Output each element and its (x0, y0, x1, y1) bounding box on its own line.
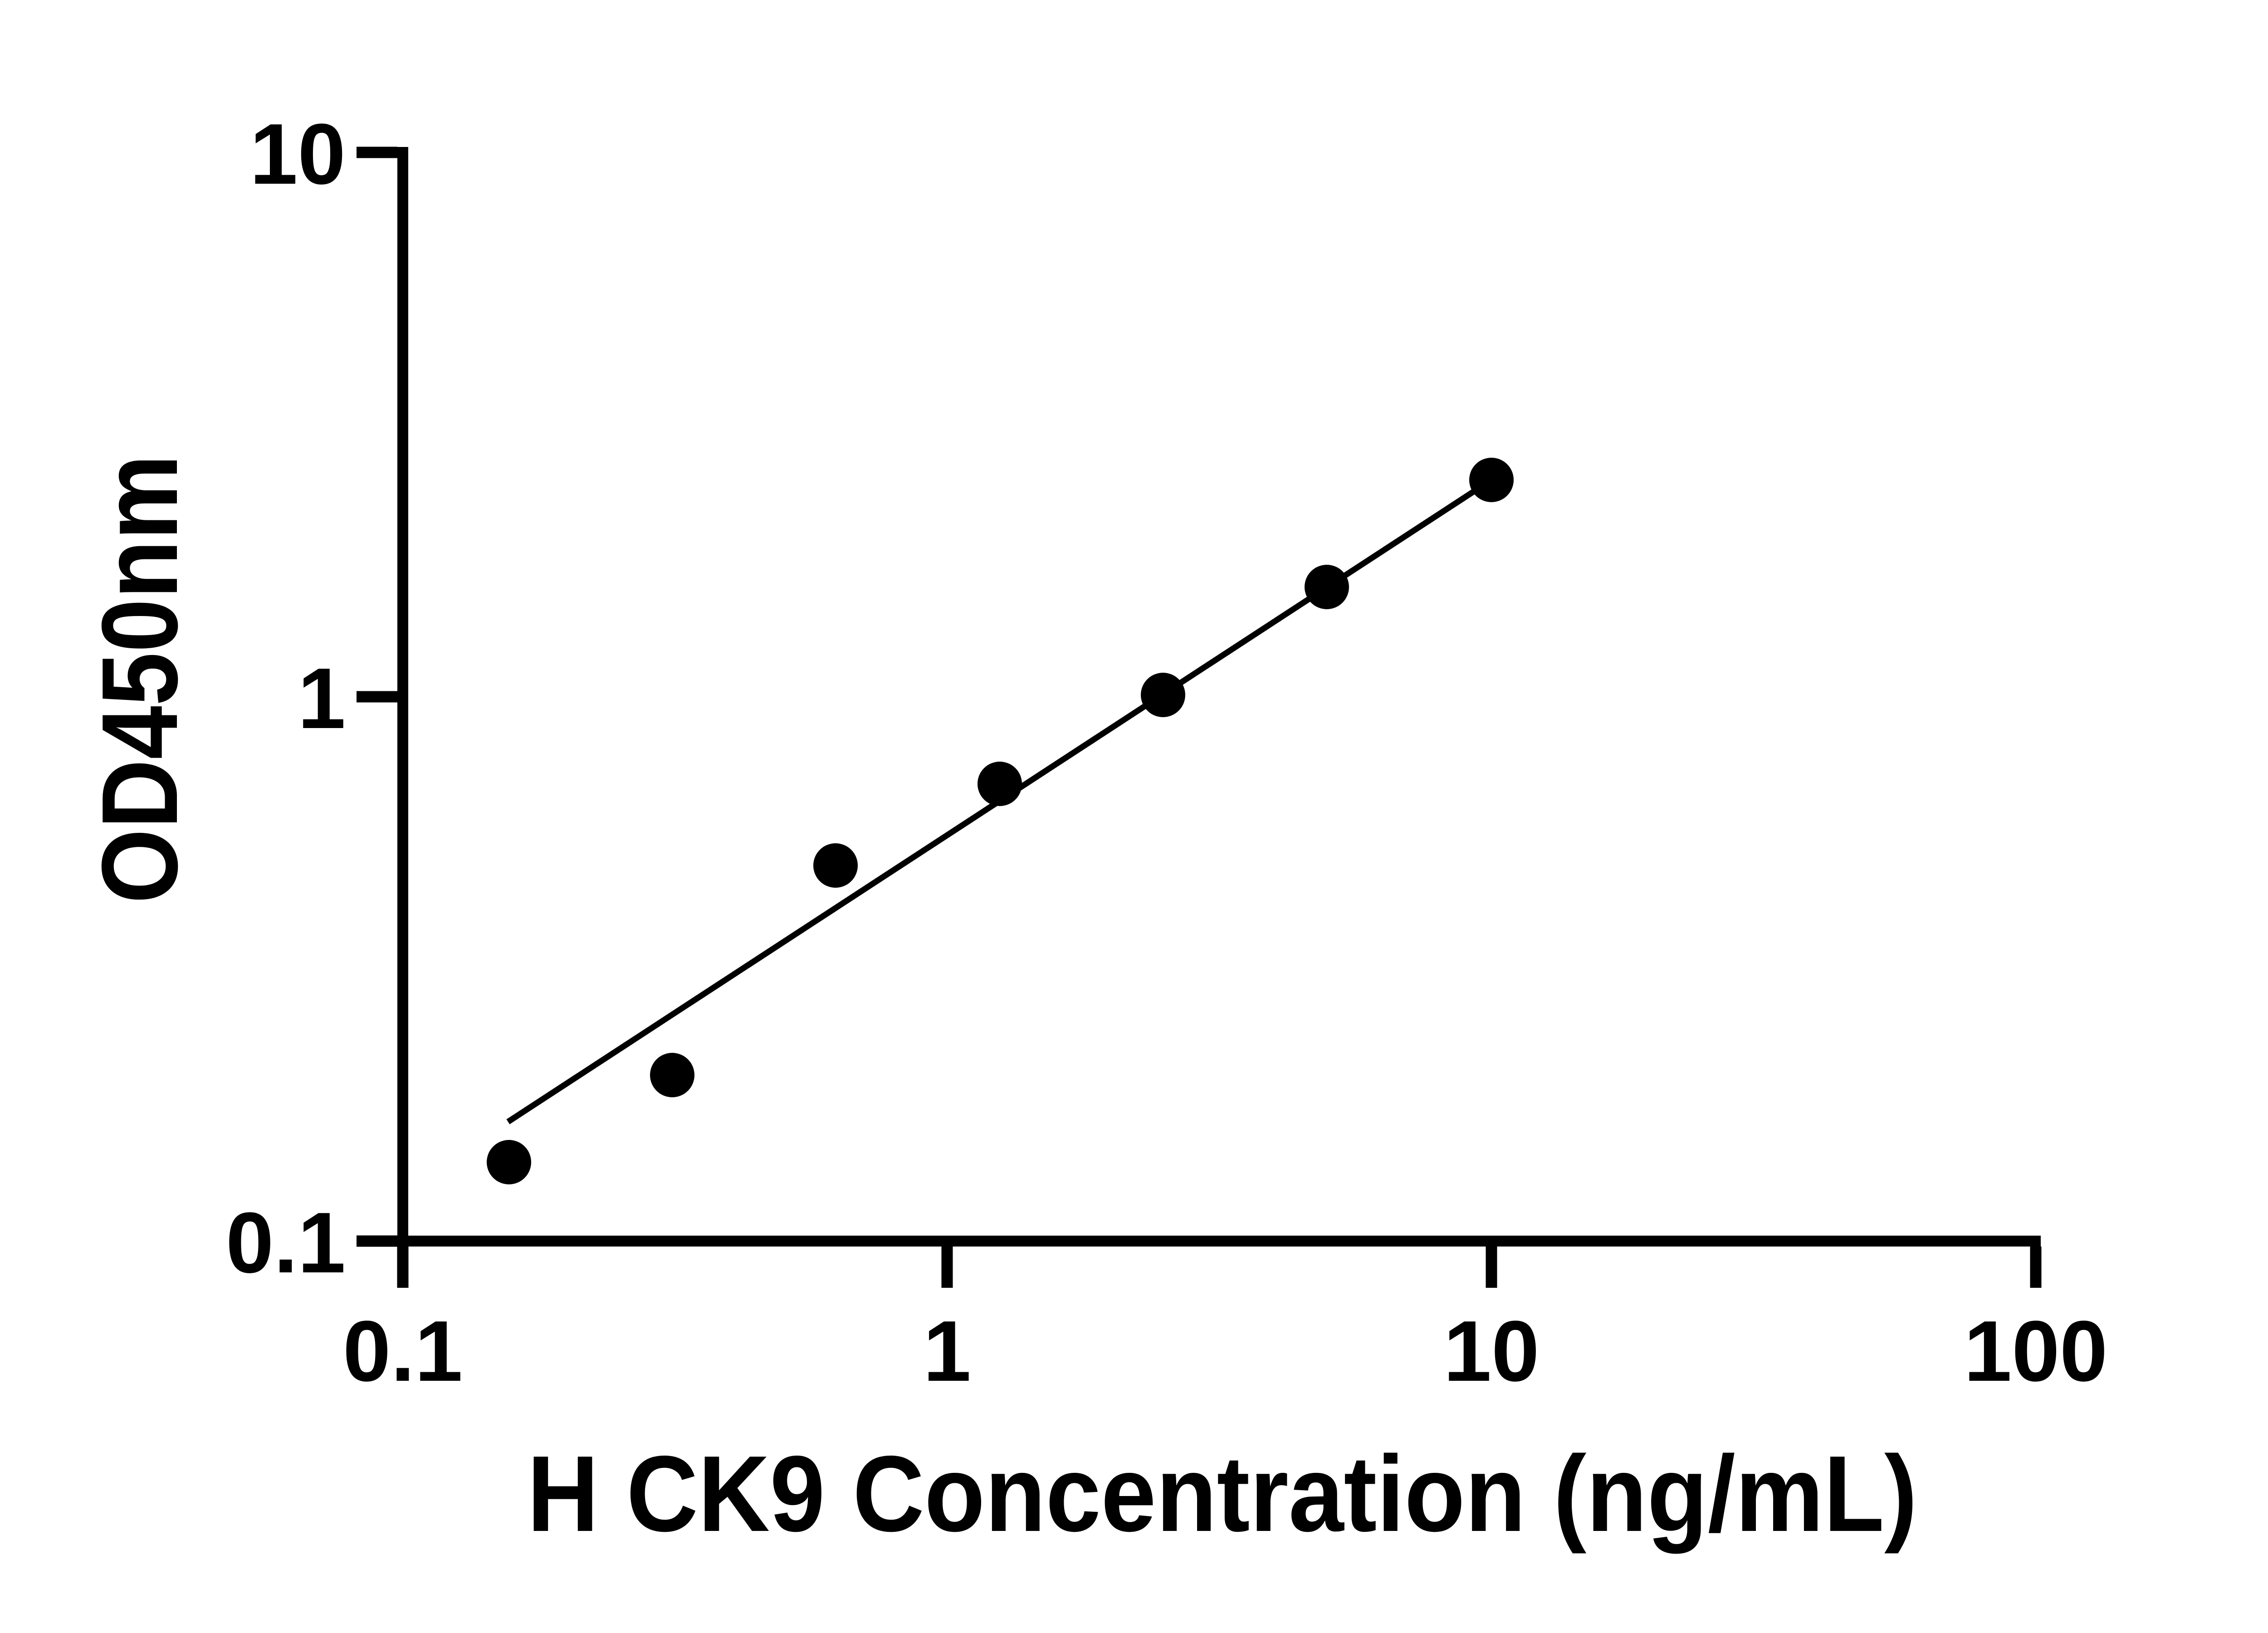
svg-text:0.1: 0.1 (226, 1195, 346, 1291)
svg-text:OD450nm: OD450nm (80, 455, 200, 904)
svg-text:H CK9 Concentration (ng/mL): H CK9 Concentration (ng/mL) (527, 1434, 1917, 1554)
svg-text:0.1: 0.1 (343, 1303, 463, 1399)
svg-text:10: 10 (250, 106, 346, 202)
svg-text:1: 1 (298, 650, 346, 747)
svg-text:100: 100 (1964, 1303, 2107, 1399)
svg-text:10: 10 (1443, 1303, 1539, 1399)
svg-text:1: 1 (923, 1303, 971, 1399)
